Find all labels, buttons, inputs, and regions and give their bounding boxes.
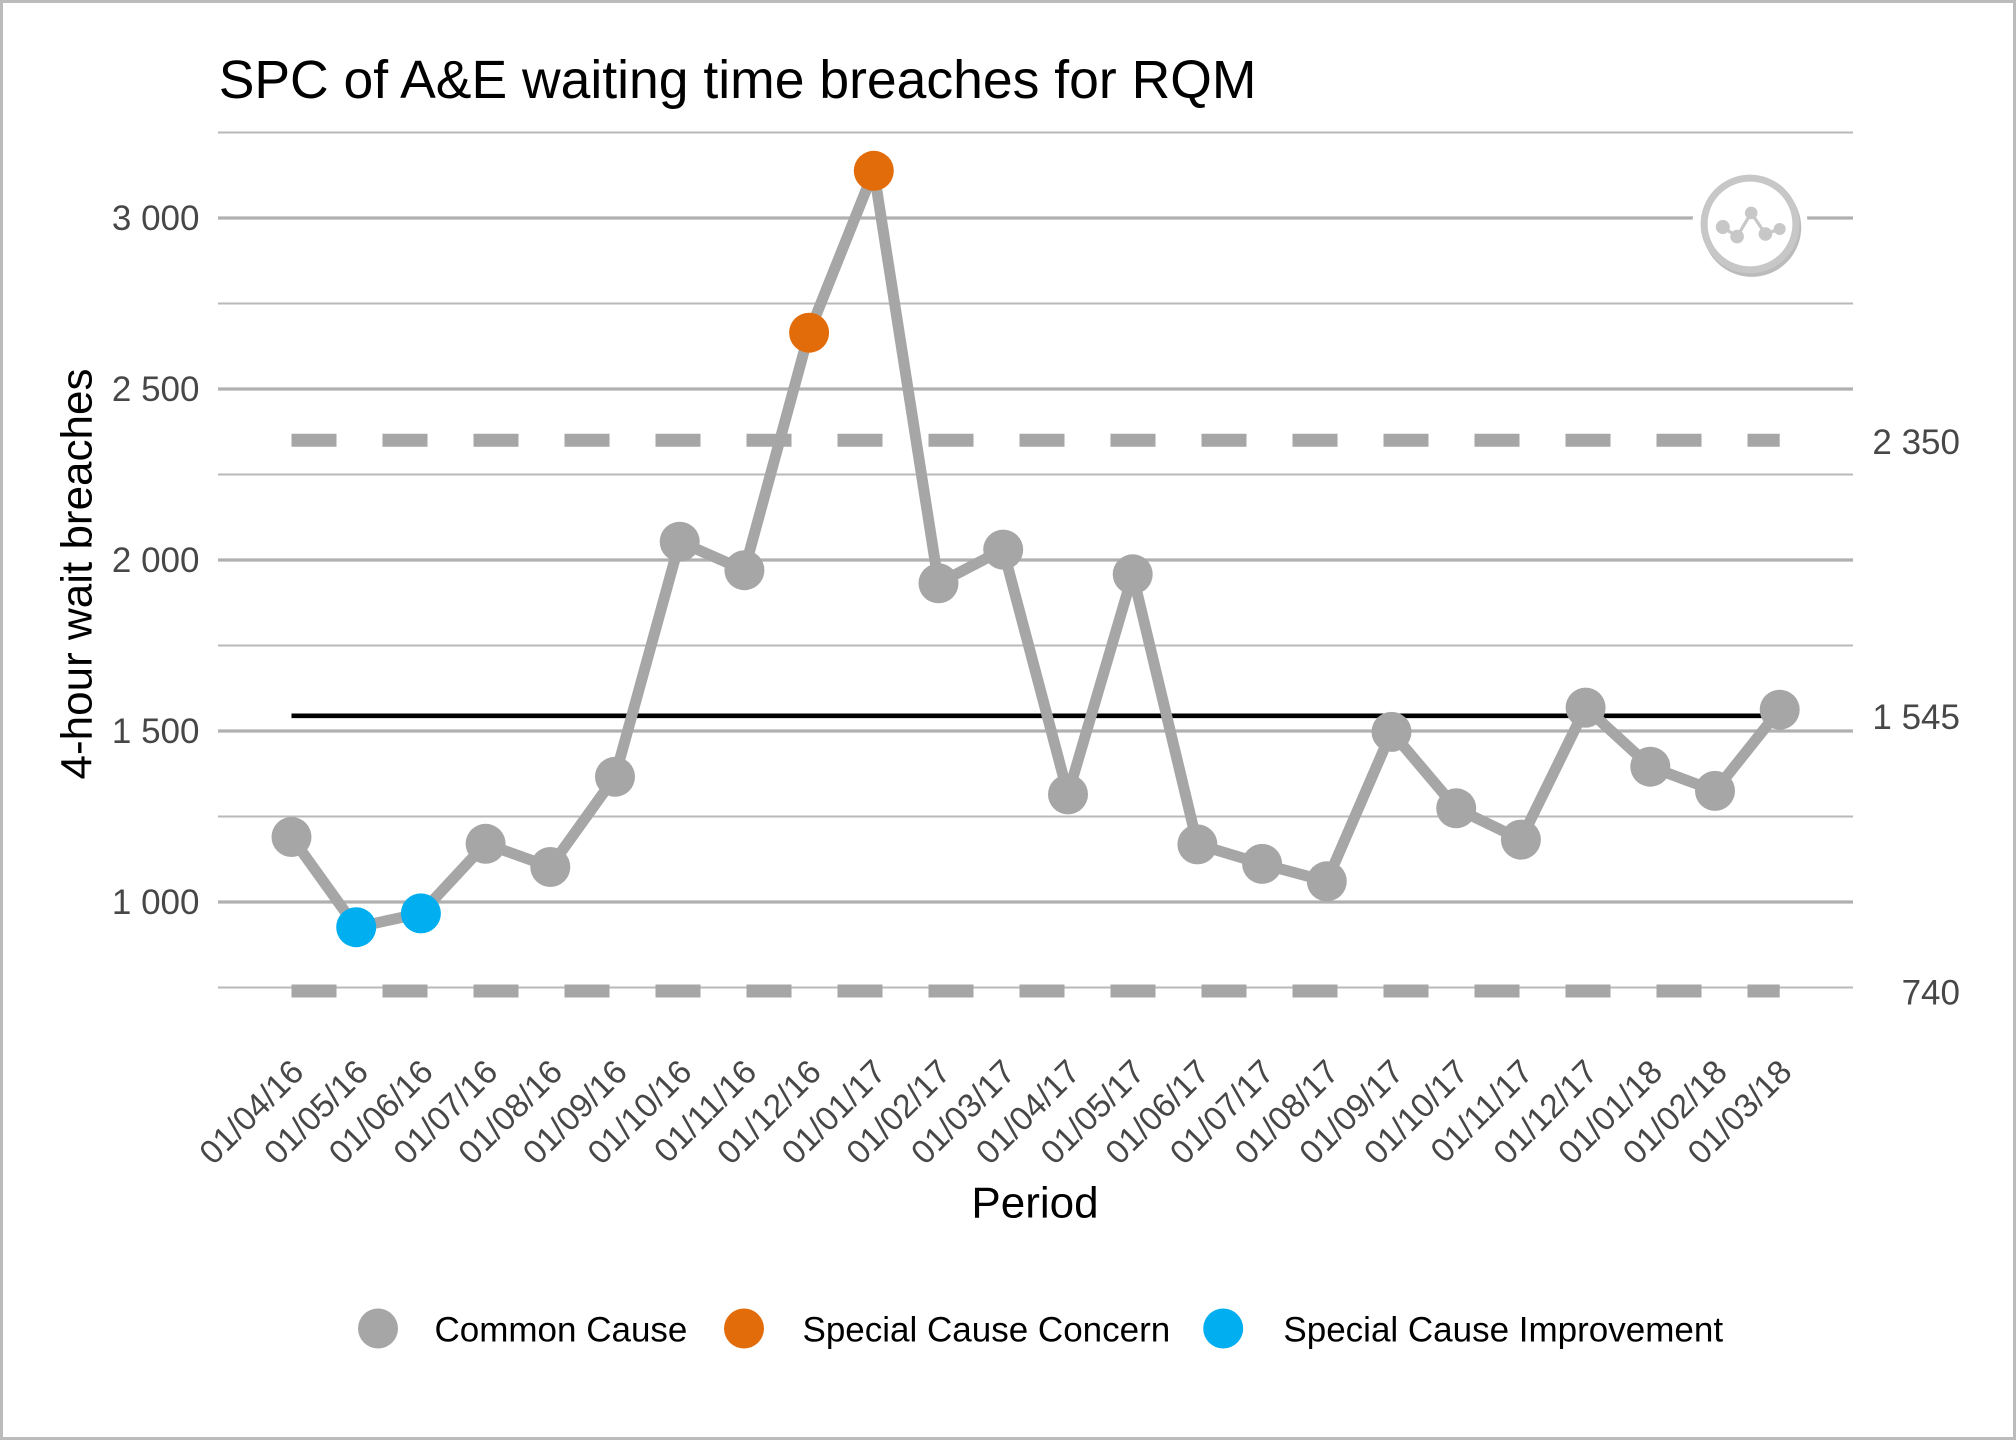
svg-text:1 000: 1 000 xyxy=(112,883,200,922)
svg-text:2 350: 2 350 xyxy=(1872,423,1960,462)
svg-text:2 000: 2 000 xyxy=(112,541,200,580)
svg-text:4-hour wait breaches: 4-hour wait breaches xyxy=(53,369,102,780)
svg-text:Special Cause Concern: Special Cause Concern xyxy=(803,1310,1171,1349)
svg-text:Common Cause: Common Cause xyxy=(435,1310,688,1349)
svg-text:Period: Period xyxy=(971,1179,1098,1228)
svg-text:3 000: 3 000 xyxy=(112,199,200,238)
svg-text:1 545: 1 545 xyxy=(1872,698,1960,737)
svg-text:Special Cause Improvement: Special Cause Improvement xyxy=(1283,1310,1723,1349)
svg-text:1 500: 1 500 xyxy=(112,712,200,751)
svg-text:SPC of A&E waiting time breach: SPC of A&E waiting time breaches for RQM xyxy=(219,51,1257,110)
svg-text:740: 740 xyxy=(1902,974,1960,1013)
svg-text:2 500: 2 500 xyxy=(112,370,200,409)
